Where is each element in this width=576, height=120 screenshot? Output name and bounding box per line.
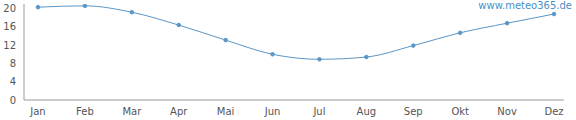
svg-text:Aug: Aug xyxy=(357,106,377,117)
svg-text:Feb: Feb xyxy=(76,106,94,117)
svg-text:Mar: Mar xyxy=(122,106,142,117)
svg-text:16: 16 xyxy=(8,21,16,32)
svg-text:20: 20 xyxy=(8,3,16,14)
svg-text:Dez: Dez xyxy=(544,106,563,117)
svg-text:Okt: Okt xyxy=(451,106,469,117)
svg-text:Sep: Sep xyxy=(404,106,423,117)
svg-text:Jul: Jul xyxy=(312,106,325,117)
svg-text:0: 0 xyxy=(10,95,16,106)
svg-text:Apr: Apr xyxy=(170,106,188,117)
svg-text:Jan: Jan xyxy=(29,106,45,117)
svg-text:Nov: Nov xyxy=(497,106,517,117)
svg-text:Mai: Mai xyxy=(217,106,235,117)
svg-text:12: 12 xyxy=(8,40,16,51)
svg-text:4: 4 xyxy=(10,76,16,87)
svg-text:8: 8 xyxy=(10,58,16,69)
html-text:www.meteo365.de: www.meteo365.de xyxy=(478,0,572,11)
svg-text:Jun: Jun xyxy=(264,106,281,117)
